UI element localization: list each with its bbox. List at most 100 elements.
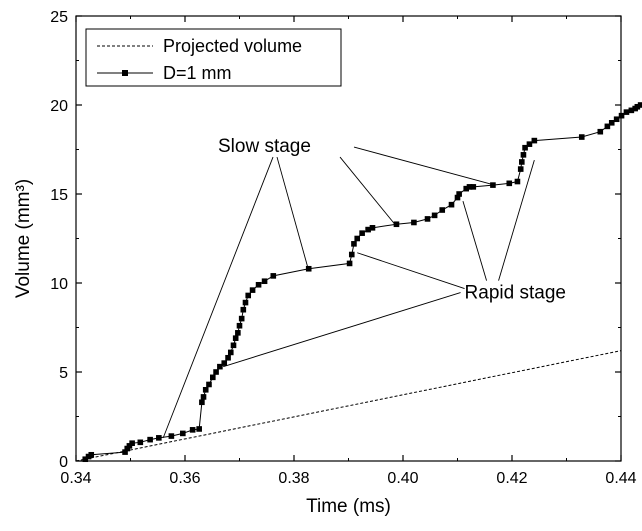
data-point-d1mm <box>637 102 642 108</box>
data-point-d1mm <box>213 369 219 375</box>
data-point-d1mm <box>628 107 635 114</box>
data-point-d1mm <box>613 116 620 123</box>
leader-line-slow-stage <box>162 156 274 439</box>
data-point-d1mm <box>454 194 461 201</box>
series-line-projected-volume <box>75 350 622 462</box>
data-point-d1mm <box>221 360 228 366</box>
data-point-d1mm <box>180 430 186 437</box>
data-point-d1mm <box>227 349 234 356</box>
data-point-d1mm <box>522 144 528 151</box>
x-tick-label: 0.42 <box>496 470 527 487</box>
data-point-d1mm <box>456 191 462 197</box>
data-point-d1mm <box>623 109 630 115</box>
data-point-d1mm <box>466 184 473 190</box>
data-point-d1mm <box>236 322 243 329</box>
data-point-d1mm <box>270 273 277 279</box>
annotation-rapid-stage: Rapid stage <box>465 283 566 304</box>
x-tick-label: 0.44 <box>605 470 636 487</box>
data-point-d1mm <box>526 141 533 147</box>
data-point-d1mm <box>354 235 361 242</box>
data-point-d1mm <box>359 230 365 236</box>
data-point-d1mm <box>608 120 615 126</box>
data-point-d1mm <box>129 440 135 446</box>
data-point-d1mm <box>393 221 400 228</box>
data-point-d1mm <box>255 281 262 288</box>
data-point-d1mm <box>439 207 446 213</box>
data-point-d1mm <box>199 399 205 406</box>
data-point-d1mm <box>634 103 641 110</box>
y-axis-title: Volume (mm³) <box>13 179 34 298</box>
y-tick-label: 10 <box>50 276 68 293</box>
data-point-d1mm <box>196 426 202 432</box>
data-point-d1mm <box>217 363 223 370</box>
y-tick-label: 20 <box>50 98 68 115</box>
data-point-d1mm <box>597 128 604 135</box>
x-tick-label: 0.40 <box>387 470 418 487</box>
axis-ticks <box>75 15 622 462</box>
y-tick-label: 5 <box>59 365 68 382</box>
data-point-d1mm <box>618 112 625 119</box>
data-point-d1mm <box>240 306 247 313</box>
leader-line-slow-stage <box>353 146 495 186</box>
data-point-d1mm <box>351 241 357 247</box>
data-point-d1mm <box>206 381 212 388</box>
legend-d1mm-marker <box>122 70 128 76</box>
leader-line-rapid-stage <box>498 160 535 281</box>
data-point-d1mm <box>348 251 355 258</box>
leader-line-slow-stage <box>339 156 396 225</box>
data-point-d1mm <box>463 185 470 192</box>
data-point-d1mm <box>369 225 376 231</box>
data-point-d1mm <box>122 449 128 455</box>
data-point-d1mm <box>604 123 611 130</box>
annotation-leader-lines <box>162 146 535 439</box>
data-point-d1mm <box>519 159 525 165</box>
data-point-d1mm <box>137 439 144 446</box>
x-axis-title: Time (ms) <box>306 496 391 517</box>
data-point-d1mm <box>235 330 241 336</box>
legend-label-projected-volume: Projected volume <box>163 36 302 56</box>
data-point-d1mm <box>448 201 455 208</box>
data-point-d1mm <box>411 219 417 226</box>
axis-tick-labels: 0.34 0.36 0.38 0.40 0.42 0.44 0 5 10 15 20 25 <box>50 9 636 487</box>
y-tick-label: 15 <box>50 187 68 204</box>
data-point-d1mm <box>230 342 237 349</box>
x-tick-label: 0.36 <box>169 470 200 487</box>
leader-line-rapid-stage <box>462 200 487 281</box>
data-point-d1mm <box>578 134 585 140</box>
y-tick-label: 0 <box>59 454 68 471</box>
legend: Projected volume D=1 mm <box>85 28 342 87</box>
data-point-d1mm <box>365 226 371 233</box>
data-point-d1mm <box>305 265 312 272</box>
data-point-d1mm <box>189 427 196 433</box>
data-point-d1mm <box>147 436 153 443</box>
data-point-d1mm <box>88 451 95 458</box>
leader-line-slow-stage <box>276 156 309 269</box>
data-point-d1mm <box>517 166 524 172</box>
x-tick-label: 0.38 <box>278 470 309 487</box>
data-point-d1mm <box>514 178 521 185</box>
data-point-d1mm <box>261 278 268 285</box>
data-point-d1mm <box>202 387 209 393</box>
data-point-d1mm <box>209 374 216 381</box>
annotation-slow-stage: Slow stage <box>218 136 311 157</box>
legend-box <box>85 28 342 87</box>
data-point-d1mm <box>520 152 527 158</box>
leader-line-rapid-stage <box>357 252 465 290</box>
legend-label-d1mm: D=1 mm <box>163 63 232 83</box>
leader-line-rapid-stage <box>223 292 461 368</box>
data-point-d1mm <box>232 335 239 341</box>
data-point-d1mm <box>168 433 175 439</box>
y-tick-label: 25 <box>50 9 68 26</box>
data-point-d1mm <box>531 137 538 144</box>
data-point-d1mm <box>424 216 431 222</box>
x-tick-label: 0.34 <box>60 470 91 487</box>
data-point-d1mm <box>249 287 256 293</box>
data-point-d1mm <box>506 180 513 187</box>
series-group <box>75 102 642 463</box>
data-point-d1mm <box>200 394 207 400</box>
data-point-d1mm <box>156 435 162 441</box>
data-point-d1mm <box>431 212 438 219</box>
data-point-d1mm <box>238 315 245 322</box>
